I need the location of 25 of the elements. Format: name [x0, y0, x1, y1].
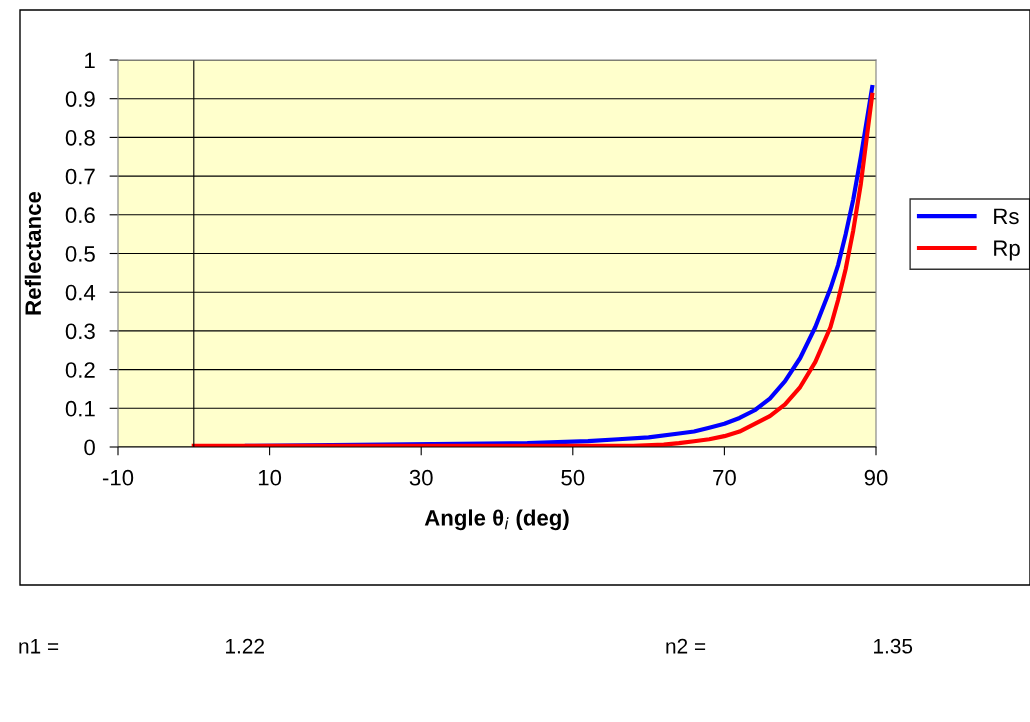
- x-tick-label: 70: [713, 469, 736, 486]
- x-tick-label: 50: [561, 469, 585, 486]
- text: n2 =: [666, 638, 706, 654]
- legend-label: Rs: [994, 208, 1019, 225]
- y-tick-label: 0.8: [65, 129, 95, 146]
- text: 1.35: [874, 638, 913, 654]
- y-tick-label: 0.4: [65, 284, 96, 301]
- text: n1 =: [19, 639, 59, 654]
- y-axis-title: Reflectance: [24, 191, 42, 315]
- y-tick-label: 0.2: [65, 362, 95, 378]
- legend-label: Rp: [994, 240, 1020, 261]
- text: 1.22: [226, 638, 264, 654]
- y-tick-label: 0.7: [65, 168, 95, 185]
- y-tick-label: 0.3: [65, 323, 95, 340]
- x-axis-title: Angle θ$_{i}$ (deg): [424, 509, 569, 531]
- y-tick-label: 0.6: [65, 207, 95, 224]
- x-tick-label: 10: [258, 469, 282, 486]
- y-tick-label: 0.1: [65, 400, 95, 417]
- y-tick-label: 0: [84, 439, 95, 456]
- y-tick-label: 0.5: [65, 246, 95, 262]
- x-tick-label: 30: [409, 469, 433, 486]
- y-tick-label: 1: [85, 52, 95, 69]
- x-tick-label: 90: [864, 469, 888, 486]
- x-tick-label: -10: [102, 469, 134, 486]
- y-tick-label: 0.9: [65, 91, 95, 107]
